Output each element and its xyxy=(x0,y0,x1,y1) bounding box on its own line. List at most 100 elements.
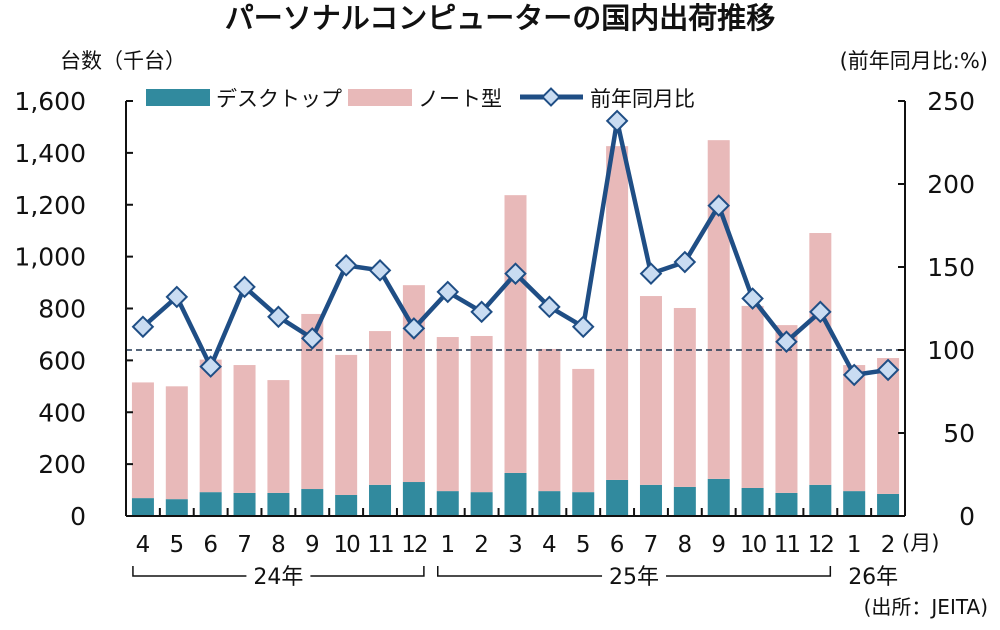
yoy-marker xyxy=(300,327,324,350)
x-tick-label: 2 xyxy=(474,532,489,558)
x-tick-label: 7 xyxy=(644,532,659,558)
bar-notebook xyxy=(707,140,730,479)
bar-desktop xyxy=(606,479,629,516)
x-tick-label: 5 xyxy=(169,532,184,558)
bar-desktop xyxy=(538,491,561,516)
x-tick-label: 10 xyxy=(740,532,767,558)
bar-desktop xyxy=(639,484,662,516)
group-label: 24年 xyxy=(253,565,303,590)
group-label: 25年 xyxy=(609,565,659,590)
bar-desktop xyxy=(199,492,222,516)
yoy-marker xyxy=(368,259,392,282)
yoy-marker xyxy=(538,295,561,319)
bar-notebook xyxy=(402,285,425,483)
yoy-marker xyxy=(470,300,493,324)
x-tick-label: 2 xyxy=(881,532,896,558)
y-tick-label: 600 xyxy=(38,346,86,375)
y-tick-label: 0 xyxy=(70,502,86,531)
bar-notebook xyxy=(673,307,696,487)
yoy-marker xyxy=(199,355,222,378)
y2-tick-label: 200 xyxy=(927,170,975,199)
bar-notebook xyxy=(470,335,493,493)
x-tick-label: 11 xyxy=(774,532,800,558)
bar-notebook xyxy=(504,195,527,473)
bar-notebook xyxy=(741,305,764,488)
y-axis-label: 台数（千台） xyxy=(60,49,186,73)
bar-desktop xyxy=(741,487,764,516)
x-tick-label: 1 xyxy=(847,532,862,558)
y2-tick-label: 250 xyxy=(927,87,975,116)
x-unit-label: (月) xyxy=(902,531,939,555)
y2-axis-label: (前年同月比:%) xyxy=(840,49,988,73)
legend-swatch-notebook xyxy=(348,89,412,106)
bar-notebook xyxy=(877,358,900,494)
bar-notebook xyxy=(131,382,154,499)
bar-notebook xyxy=(267,380,290,493)
bar-notebook xyxy=(369,331,392,485)
bar-desktop xyxy=(436,491,459,516)
yoy-marker xyxy=(267,305,290,329)
group-label-bg xyxy=(246,565,311,587)
yoy-marker xyxy=(673,250,697,274)
y-tick-label: 1,600 xyxy=(14,87,86,116)
x-tick-label: 11 xyxy=(367,532,393,558)
x-tick-label: 7 xyxy=(237,532,252,558)
source-note: (出所：JEITA) xyxy=(864,595,988,619)
bar-desktop xyxy=(165,499,188,516)
bar-desktop xyxy=(809,484,832,516)
yoy-marker xyxy=(842,363,866,387)
yoy-marker xyxy=(165,285,189,309)
legend-label-yoy: 前年同月比 xyxy=(590,87,695,111)
bar-desktop xyxy=(131,498,154,516)
bar-desktop xyxy=(572,492,595,516)
x-tick-label: 6 xyxy=(610,532,625,558)
y-tick-label: 1,200 xyxy=(14,191,86,220)
bar-notebook xyxy=(606,146,629,480)
bar-desktop xyxy=(369,484,392,516)
x-tick-label: 8 xyxy=(271,532,286,558)
bar-desktop xyxy=(673,486,696,516)
bar-desktop xyxy=(267,492,290,516)
y-tick-label: 1,000 xyxy=(14,243,86,272)
bar-notebook xyxy=(843,365,866,492)
y2-tick-label: 0 xyxy=(959,502,975,531)
bar-desktop xyxy=(877,493,900,516)
bar-notebook xyxy=(572,368,595,493)
x-tick-label: 12 xyxy=(401,532,427,558)
bar-notebook xyxy=(165,386,188,500)
bar-notebook xyxy=(233,365,256,493)
yoy-marker xyxy=(707,194,731,217)
bar-notebook xyxy=(199,359,222,493)
group-label-bg xyxy=(602,565,667,587)
x-tick-label: 8 xyxy=(678,532,693,558)
yoy-marker xyxy=(571,315,595,339)
y-tick-label: 800 xyxy=(38,295,86,324)
bar-notebook xyxy=(775,325,798,493)
yoy-marker xyxy=(504,262,527,285)
y2-tick-label: 100 xyxy=(927,336,975,365)
bar-desktop xyxy=(402,482,425,516)
bar-notebook xyxy=(809,233,832,485)
y-tick-label: 400 xyxy=(38,398,86,427)
x-tick-label: 9 xyxy=(711,532,726,558)
legend-marker-yoy xyxy=(541,87,561,107)
yoy-marker xyxy=(741,287,764,310)
yoy-marker xyxy=(436,280,460,304)
y2-tick-label: 150 xyxy=(927,253,975,282)
bar-desktop xyxy=(504,472,527,516)
group-label: 26年 xyxy=(848,565,898,590)
x-tick-label: 6 xyxy=(203,532,218,558)
x-tick-label: 5 xyxy=(576,532,591,558)
bar-desktop xyxy=(233,492,256,516)
yoy-marker xyxy=(233,275,256,299)
bar-desktop xyxy=(301,489,324,516)
bar-notebook xyxy=(301,313,324,490)
x-tick-label: 12 xyxy=(808,532,834,558)
chart-title: パーソナルコンピューターの国内出荷推移 xyxy=(225,1,775,35)
legend-swatch-desktop xyxy=(146,89,210,106)
bar-desktop xyxy=(470,492,493,516)
legend-label-notebook: ノート型 xyxy=(418,87,502,111)
x-tick-label: 1 xyxy=(440,532,455,558)
yoy-marker xyxy=(131,315,155,339)
